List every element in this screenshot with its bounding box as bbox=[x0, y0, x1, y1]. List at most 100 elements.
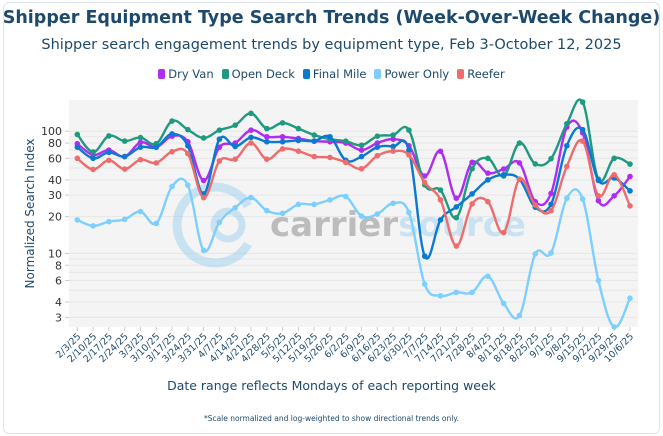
data-point-open-deck bbox=[263, 125, 270, 132]
data-point-open-deck bbox=[469, 165, 475, 172]
data-point-power-only bbox=[106, 218, 112, 225]
data-point-open-deck bbox=[627, 161, 633, 167]
data-point-reefer bbox=[279, 146, 286, 152]
data-point-power-only bbox=[406, 209, 412, 216]
y-tick-label: 20 bbox=[48, 211, 62, 224]
data-point-reefer bbox=[248, 140, 254, 146]
data-point-dry-van bbox=[627, 173, 633, 180]
legend-label: Dry Van bbox=[168, 67, 214, 81]
legend-item-dry-van[interactable]: Dry Van bbox=[158, 67, 214, 81]
data-point-power-only bbox=[279, 210, 286, 217]
data-point-final-mile bbox=[137, 144, 144, 150]
data-point-final-mile bbox=[390, 143, 396, 150]
data-point-open-deck bbox=[279, 120, 286, 126]
y-tick-label: 40 bbox=[48, 174, 62, 187]
legend-item-reefer[interactable]: Reefer bbox=[457, 67, 505, 81]
data-point-dry-van bbox=[137, 139, 144, 146]
data-point-power-only bbox=[74, 217, 81, 223]
data-point-open-deck bbox=[311, 132, 317, 138]
legend-swatch bbox=[457, 69, 465, 79]
data-point-reefer bbox=[469, 201, 475, 207]
data-point-final-mile bbox=[279, 138, 286, 145]
data-point-reefer bbox=[106, 157, 112, 164]
data-point-dry-van bbox=[200, 177, 207, 184]
data-point-final-mile bbox=[627, 188, 633, 194]
data-point-reefer bbox=[548, 207, 554, 214]
data-point-open-deck bbox=[106, 133, 112, 139]
data-point-final-mile bbox=[295, 137, 302, 144]
data-point-power-only bbox=[437, 293, 444, 299]
data-point-final-mile bbox=[232, 143, 239, 150]
data-point-final-mile bbox=[564, 142, 570, 149]
data-point-reefer bbox=[263, 156, 270, 163]
data-point-power-only bbox=[216, 219, 223, 226]
data-point-dry-van bbox=[390, 136, 396, 143]
data-point-final-mile bbox=[485, 177, 491, 183]
data-point-reefer bbox=[595, 193, 602, 199]
data-point-open-deck bbox=[200, 135, 207, 141]
data-point-open-deck bbox=[564, 120, 570, 127]
data-point-final-mile bbox=[90, 155, 96, 162]
data-point-power-only bbox=[453, 289, 460, 296]
legend-item-final-mile[interactable]: Final Mile bbox=[302, 67, 367, 81]
data-point-power-only bbox=[469, 289, 475, 296]
data-point-open-deck bbox=[232, 122, 239, 128]
data-point-reefer bbox=[137, 156, 144, 163]
data-point-reefer bbox=[374, 152, 381, 159]
data-point-reefer bbox=[611, 171, 618, 178]
chart-title: Shipper Equipment Type Search Trends (We… bbox=[2, 8, 661, 28]
data-point-reefer bbox=[169, 148, 175, 155]
legend-item-open-deck[interactable]: Open Deck bbox=[221, 67, 295, 81]
data-point-final-mile bbox=[121, 153, 128, 160]
legend-label: Open Deck bbox=[231, 67, 295, 81]
legend-swatch bbox=[302, 69, 310, 79]
data-point-reefer bbox=[406, 152, 412, 158]
data-point-dry-van bbox=[516, 160, 523, 166]
data-point-open-deck bbox=[390, 132, 396, 138]
data-point-power-only bbox=[327, 197, 333, 203]
data-point-power-only bbox=[564, 195, 570, 202]
data-point-open-deck bbox=[248, 110, 254, 117]
data-point-reefer bbox=[232, 156, 239, 163]
y-tick-label: 10 bbox=[48, 247, 62, 260]
y-tick-label: 8 bbox=[55, 259, 62, 272]
data-point-open-deck bbox=[548, 155, 554, 162]
legend-swatch bbox=[374, 69, 382, 79]
y-tick-label: 80 bbox=[48, 137, 62, 150]
data-point-power-only bbox=[153, 220, 160, 227]
data-point-reefer bbox=[295, 148, 302, 154]
data-point-final-mile bbox=[248, 134, 254, 141]
data-point-final-mile bbox=[437, 217, 444, 223]
data-point-final-mile bbox=[358, 153, 365, 160]
data-point-reefer bbox=[579, 138, 586, 144]
data-point-dry-van bbox=[611, 193, 618, 199]
data-point-dry-van bbox=[595, 197, 602, 204]
data-point-reefer bbox=[121, 166, 128, 172]
data-point-power-only bbox=[342, 193, 349, 200]
data-point-reefer bbox=[627, 203, 633, 209]
data-point-power-only bbox=[200, 247, 207, 254]
y-tick-label: 60 bbox=[48, 152, 62, 165]
legend-label: Final Mile bbox=[312, 67, 367, 81]
data-point-dry-van bbox=[453, 195, 460, 202]
data-point-open-deck bbox=[90, 149, 96, 155]
data-point-open-deck bbox=[485, 155, 491, 162]
data-point-final-mile bbox=[469, 191, 475, 197]
data-point-power-only bbox=[516, 312, 523, 319]
data-point-final-mile bbox=[500, 171, 507, 178]
data-point-open-deck bbox=[374, 133, 381, 140]
watermark-c-icon bbox=[172, 182, 252, 268]
legend-item-power-only[interactable]: Power Only bbox=[374, 67, 449, 81]
data-point-reefer bbox=[311, 153, 317, 160]
data-point-final-mile bbox=[579, 126, 586, 133]
data-point-reefer bbox=[358, 165, 365, 172]
data-point-power-only bbox=[390, 200, 396, 207]
data-point-open-deck bbox=[121, 138, 128, 144]
data-point-dry-van bbox=[279, 133, 286, 140]
data-point-reefer bbox=[564, 163, 570, 170]
data-point-dry-van bbox=[374, 140, 381, 146]
data-point-power-only bbox=[579, 196, 586, 202]
data-point-dry-van bbox=[548, 190, 554, 197]
data-point-reefer bbox=[342, 159, 349, 166]
legend-swatch bbox=[158, 69, 166, 79]
